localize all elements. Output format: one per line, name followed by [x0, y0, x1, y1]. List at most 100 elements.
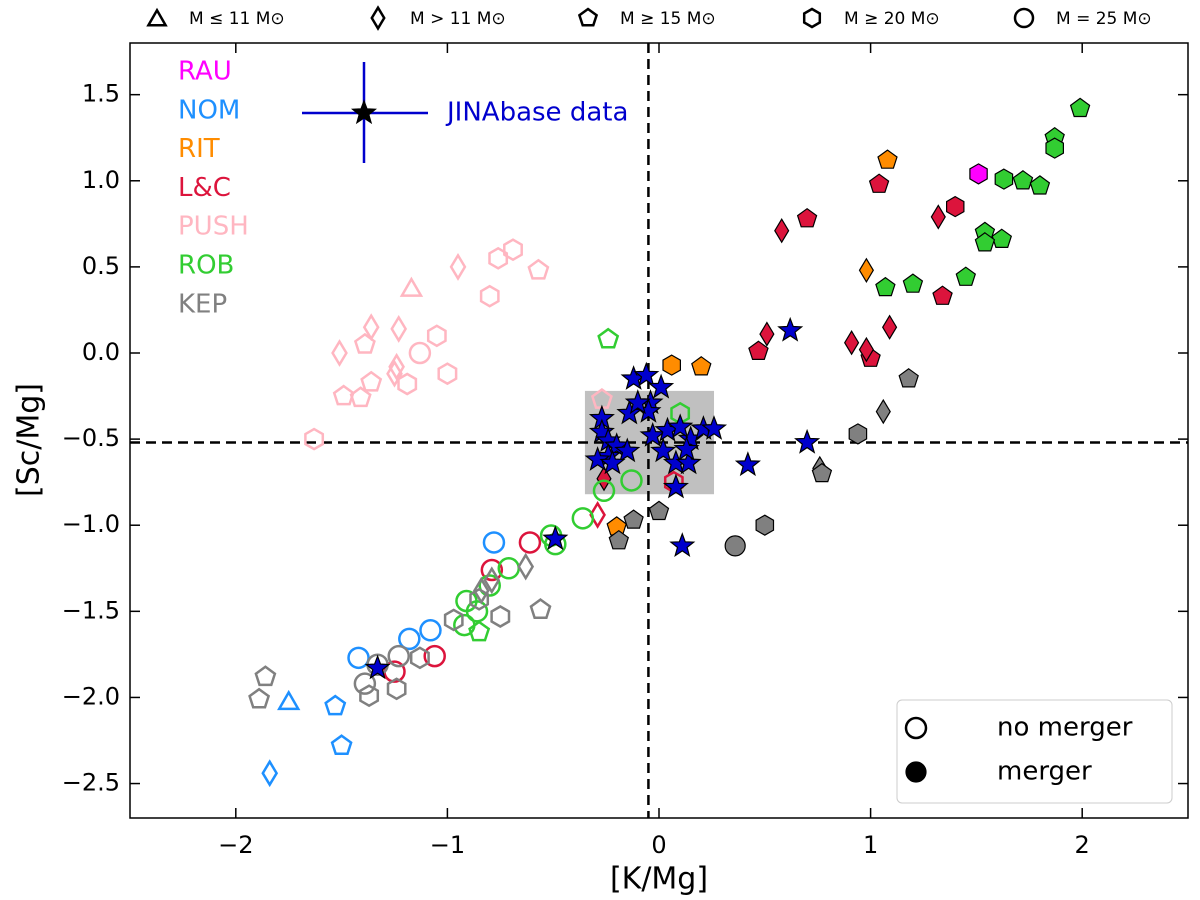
y-tick-label: 0.5: [82, 252, 120, 280]
data-point: [482, 531, 506, 554]
data-point: [794, 428, 821, 454]
legend-label: ROB: [178, 251, 234, 281]
plot-area: [130, 43, 1188, 818]
data-point: [930, 204, 946, 230]
shape-legend-label: M ≤ 11 M⊙: [189, 9, 285, 29]
fill-legend-label: merger: [997, 757, 1092, 787]
data-point: [426, 324, 447, 348]
data-point: [603, 432, 630, 458]
data-point: [599, 449, 626, 475]
legend-label: JINAbase data: [445, 98, 628, 128]
data-point: [399, 276, 424, 297]
data-point: [969, 163, 988, 185]
y-tick-label: 1.5: [82, 80, 120, 108]
x-axis-label: [K/Mg]: [610, 862, 708, 897]
data-point: [362, 313, 380, 342]
data-point: [465, 600, 489, 623]
legend-label: L&C: [178, 173, 231, 203]
data-point: [277, 689, 301, 711]
data-point: [353, 332, 376, 354]
data-point: [478, 574, 501, 597]
data-point: [330, 734, 353, 756]
data-point: [848, 423, 868, 445]
legend-label: RIT: [178, 134, 220, 164]
data-point: [423, 644, 446, 668]
data-point: [332, 384, 355, 406]
x-tick-label: 1: [863, 831, 878, 859]
legend-label: KEP: [178, 289, 227, 319]
data-point: [324, 694, 347, 716]
data-point: [974, 232, 996, 252]
y-tick-label: −2.0: [62, 682, 120, 710]
data-point: [650, 437, 677, 463]
data-point: [932, 285, 953, 305]
data-point: [994, 168, 1014, 190]
data-point: [353, 672, 377, 695]
data-point: [614, 437, 641, 463]
data-point: [875, 398, 891, 425]
data-point: [390, 314, 408, 343]
data-point: [759, 321, 775, 347]
data-point: [398, 627, 421, 651]
legend-label: NOM: [178, 95, 240, 125]
data-point: [364, 654, 391, 680]
data-point: [468, 620, 491, 642]
data-point: [386, 677, 407, 701]
fill-legend-marker: [905, 761, 927, 783]
shape-legend-label: M = 25 M⊙: [1056, 9, 1152, 29]
shape-legend-marker: [802, 7, 822, 29]
data-point: [639, 421, 666, 447]
data-point: [858, 257, 874, 283]
data-point: [673, 435, 700, 461]
data-point: [667, 413, 694, 439]
fill-legend-box: [896, 699, 1173, 804]
data-point: [359, 684, 380, 708]
shape-legend-marker: [370, 5, 386, 31]
data-point: [700, 415, 728, 440]
data-point: [875, 276, 896, 297]
data-point: [254, 665, 277, 687]
data-point: [449, 252, 467, 281]
data-point: [648, 500, 670, 521]
fill-legend-label: no merger: [997, 713, 1133, 743]
shape-legend-marker: [146, 7, 168, 27]
y-tick-label: −2.5: [62, 769, 120, 797]
data-point: [409, 646, 430, 670]
data-point: [724, 535, 746, 557]
data-point: [877, 149, 898, 169]
data-point: [755, 514, 775, 536]
data-point: [597, 327, 620, 349]
data-point: [437, 362, 458, 386]
data-point: [624, 389, 651, 415]
data-point: [469, 587, 490, 611]
data-point: [529, 598, 552, 619]
data-point: [419, 619, 442, 642]
data-point: [261, 759, 279, 788]
data-point: [518, 531, 542, 554]
data-point: [898, 368, 919, 388]
data-point: [503, 238, 523, 262]
legend-label: PUSH: [178, 212, 249, 242]
data-point: [662, 354, 681, 376]
data-point: [480, 558, 504, 582]
data-point: [490, 605, 511, 628]
x-tick-label: −2: [218, 831, 253, 859]
data-point: [443, 608, 464, 632]
shape-legend-label: M > 11 M⊙: [410, 9, 506, 29]
data-point: [858, 336, 874, 363]
data-point: [360, 370, 383, 392]
data-point: [347, 646, 370, 670]
data-point: [517, 552, 535, 581]
data-point: [633, 361, 660, 387]
legend-marker: [350, 99, 378, 125]
x-tick-label: 2: [1075, 831, 1090, 859]
data-point: [669, 532, 696, 557]
data-point: [387, 644, 410, 668]
data-point: [483, 566, 501, 595]
data-point: [955, 266, 977, 286]
data-point: [902, 273, 924, 293]
data-point: [488, 246, 509, 270]
shape-legend-label: M ≥ 15 M⊙: [620, 9, 716, 29]
data-point: [408, 341, 432, 365]
